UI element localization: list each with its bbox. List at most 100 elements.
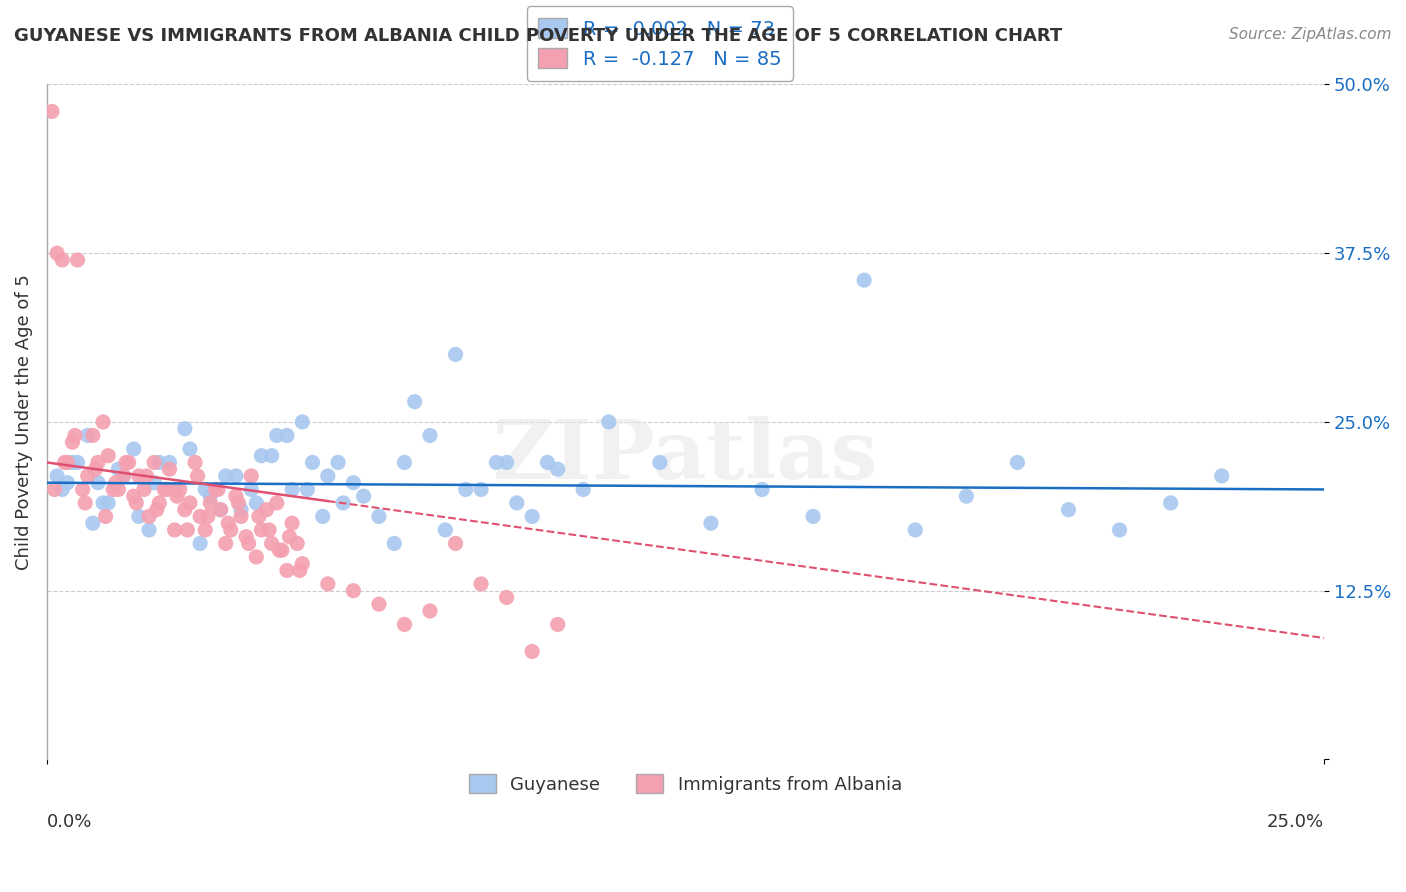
Point — [751, 483, 773, 497]
Point — [97, 496, 120, 510]
Point — [82, 428, 104, 442]
Point — [138, 509, 160, 524]
Point — [117, 455, 139, 469]
Point — [163, 483, 186, 497]
Point — [326, 455, 349, 469]
Point — [103, 483, 125, 497]
Point — [112, 469, 135, 483]
Point — [204, 483, 226, 497]
Point — [312, 509, 335, 524]
Y-axis label: Child Poverty Under the Age of 5: Child Poverty Under the Age of 5 — [15, 274, 32, 570]
Point — [107, 483, 129, 497]
Point — [200, 496, 222, 510]
Point — [276, 564, 298, 578]
Point — [87, 455, 110, 469]
Point — [179, 496, 201, 510]
Point — [228, 496, 250, 510]
Point — [173, 422, 195, 436]
Legend: Guyanese, Immigrants from Albania: Guyanese, Immigrants from Albania — [458, 764, 912, 805]
Point — [291, 557, 314, 571]
Point — [240, 469, 263, 483]
Point — [278, 530, 301, 544]
Point — [91, 415, 114, 429]
Point — [188, 536, 211, 550]
Point — [250, 523, 273, 537]
Point — [173, 502, 195, 516]
Point — [197, 509, 219, 524]
Point — [598, 415, 620, 429]
Point — [51, 252, 73, 267]
Point — [128, 469, 150, 483]
Point — [132, 483, 155, 497]
Point — [41, 104, 63, 119]
Point — [148, 496, 170, 510]
Point — [194, 523, 217, 537]
Point — [382, 536, 405, 550]
Point — [238, 536, 260, 550]
Point — [76, 469, 98, 483]
Point — [87, 475, 110, 490]
Point — [107, 462, 129, 476]
Point — [648, 455, 671, 469]
Point — [332, 496, 354, 510]
Point — [156, 483, 179, 497]
Point — [84, 462, 107, 476]
Point — [215, 469, 238, 483]
Point — [342, 475, 364, 490]
Point — [76, 428, 98, 442]
Point — [257, 523, 280, 537]
Point — [904, 523, 927, 537]
Point — [215, 536, 238, 550]
Point — [153, 483, 176, 497]
Point — [285, 536, 308, 550]
Point — [470, 577, 492, 591]
Point — [367, 597, 389, 611]
Point — [97, 449, 120, 463]
Point — [94, 509, 117, 524]
Point — [291, 415, 314, 429]
Point — [53, 455, 76, 469]
Point — [72, 483, 94, 497]
Point — [495, 455, 517, 469]
Point — [143, 475, 166, 490]
Point — [269, 543, 291, 558]
Point — [143, 455, 166, 469]
Point — [245, 549, 267, 564]
Point — [225, 469, 247, 483]
Point — [506, 496, 529, 510]
Point — [235, 530, 257, 544]
Point — [419, 428, 441, 442]
Point — [159, 462, 181, 476]
Point — [444, 536, 467, 550]
Point — [128, 509, 150, 524]
Point — [1007, 455, 1029, 469]
Point — [66, 455, 89, 469]
Point — [316, 469, 339, 483]
Point — [62, 455, 84, 469]
Point — [229, 502, 252, 516]
Point — [454, 483, 477, 497]
Point — [176, 523, 198, 537]
Point — [225, 489, 247, 503]
Point — [145, 502, 167, 516]
Point — [46, 246, 69, 260]
Text: GUYANESE VS IMMIGRANTS FROM ALBANIA CHILD POVERTY UNDER THE AGE OF 5 CORRELATION: GUYANESE VS IMMIGRANTS FROM ALBANIA CHIL… — [14, 27, 1063, 45]
Point — [56, 475, 79, 490]
Point — [250, 449, 273, 463]
Point — [266, 428, 288, 442]
Point — [125, 496, 148, 510]
Point — [536, 455, 558, 469]
Point — [138, 523, 160, 537]
Point — [44, 483, 66, 497]
Point — [163, 523, 186, 537]
Point — [66, 252, 89, 267]
Point — [51, 483, 73, 497]
Point — [394, 617, 416, 632]
Point — [229, 509, 252, 524]
Point — [260, 449, 283, 463]
Point — [169, 483, 191, 497]
Point — [495, 591, 517, 605]
Point — [62, 435, 84, 450]
Text: ZIPatlas: ZIPatlas — [492, 416, 879, 496]
Point — [547, 617, 569, 632]
